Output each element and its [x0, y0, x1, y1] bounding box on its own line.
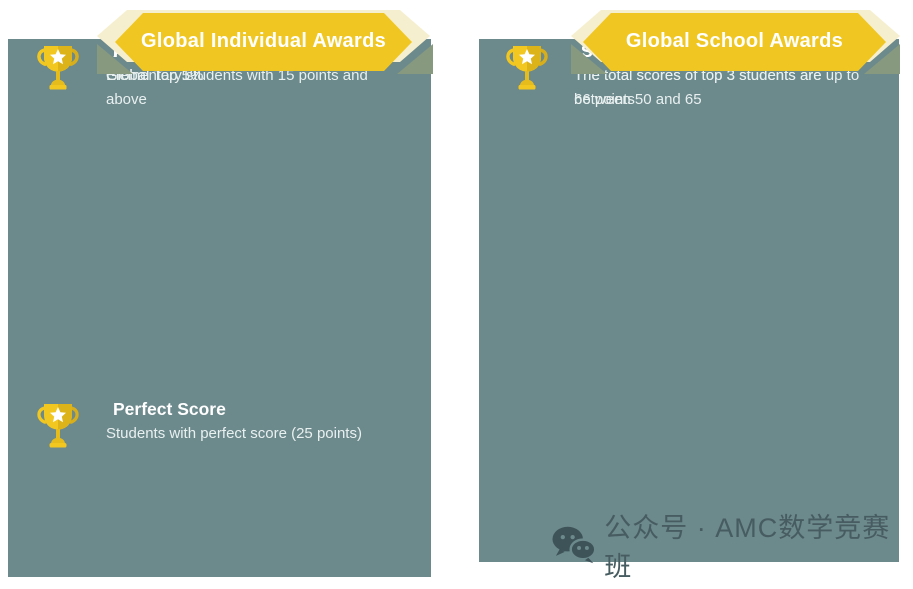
award-description: Students with perfect score (25 points): [106, 425, 362, 442]
individual-awards-panel: Global Individual Awards Perfect Score S…: [8, 39, 433, 577]
award-description: The total scores of top 3 students are u…: [574, 67, 860, 108]
award-title: Perfect Score: [113, 399, 226, 419]
award-description: The total scores of top 3 students are b…: [574, 67, 822, 108]
watermark-text: 公众号 · AMC数学竞赛班: [604, 513, 891, 582]
individual-awards-banner: Global Individual Awards: [115, 13, 412, 71]
award-item-perfect-score: Perfect Score Students with perfect scor…: [36, 397, 398, 449]
trophy-icon: [37, 404, 79, 448]
school-awards-banner: Global School Awards: [583, 13, 886, 71]
trophy-icon: [37, 46, 79, 90]
school-awards-panel: Global School Awards School Honor Roll T…: [479, 39, 900, 562]
banner-title: Global Individual Awards: [140, 29, 387, 52]
award-description: Elementary students with 15 points and a…: [106, 67, 368, 108]
award-description: Global Top 1%: [106, 67, 204, 84]
trophy-icon: [506, 46, 548, 90]
wechat-watermark: 公众号 · AMC数学竞赛班: [552, 513, 913, 582]
banner-title: Global School Awards: [625, 29, 844, 52]
wechat-icon: [552, 526, 596, 564]
